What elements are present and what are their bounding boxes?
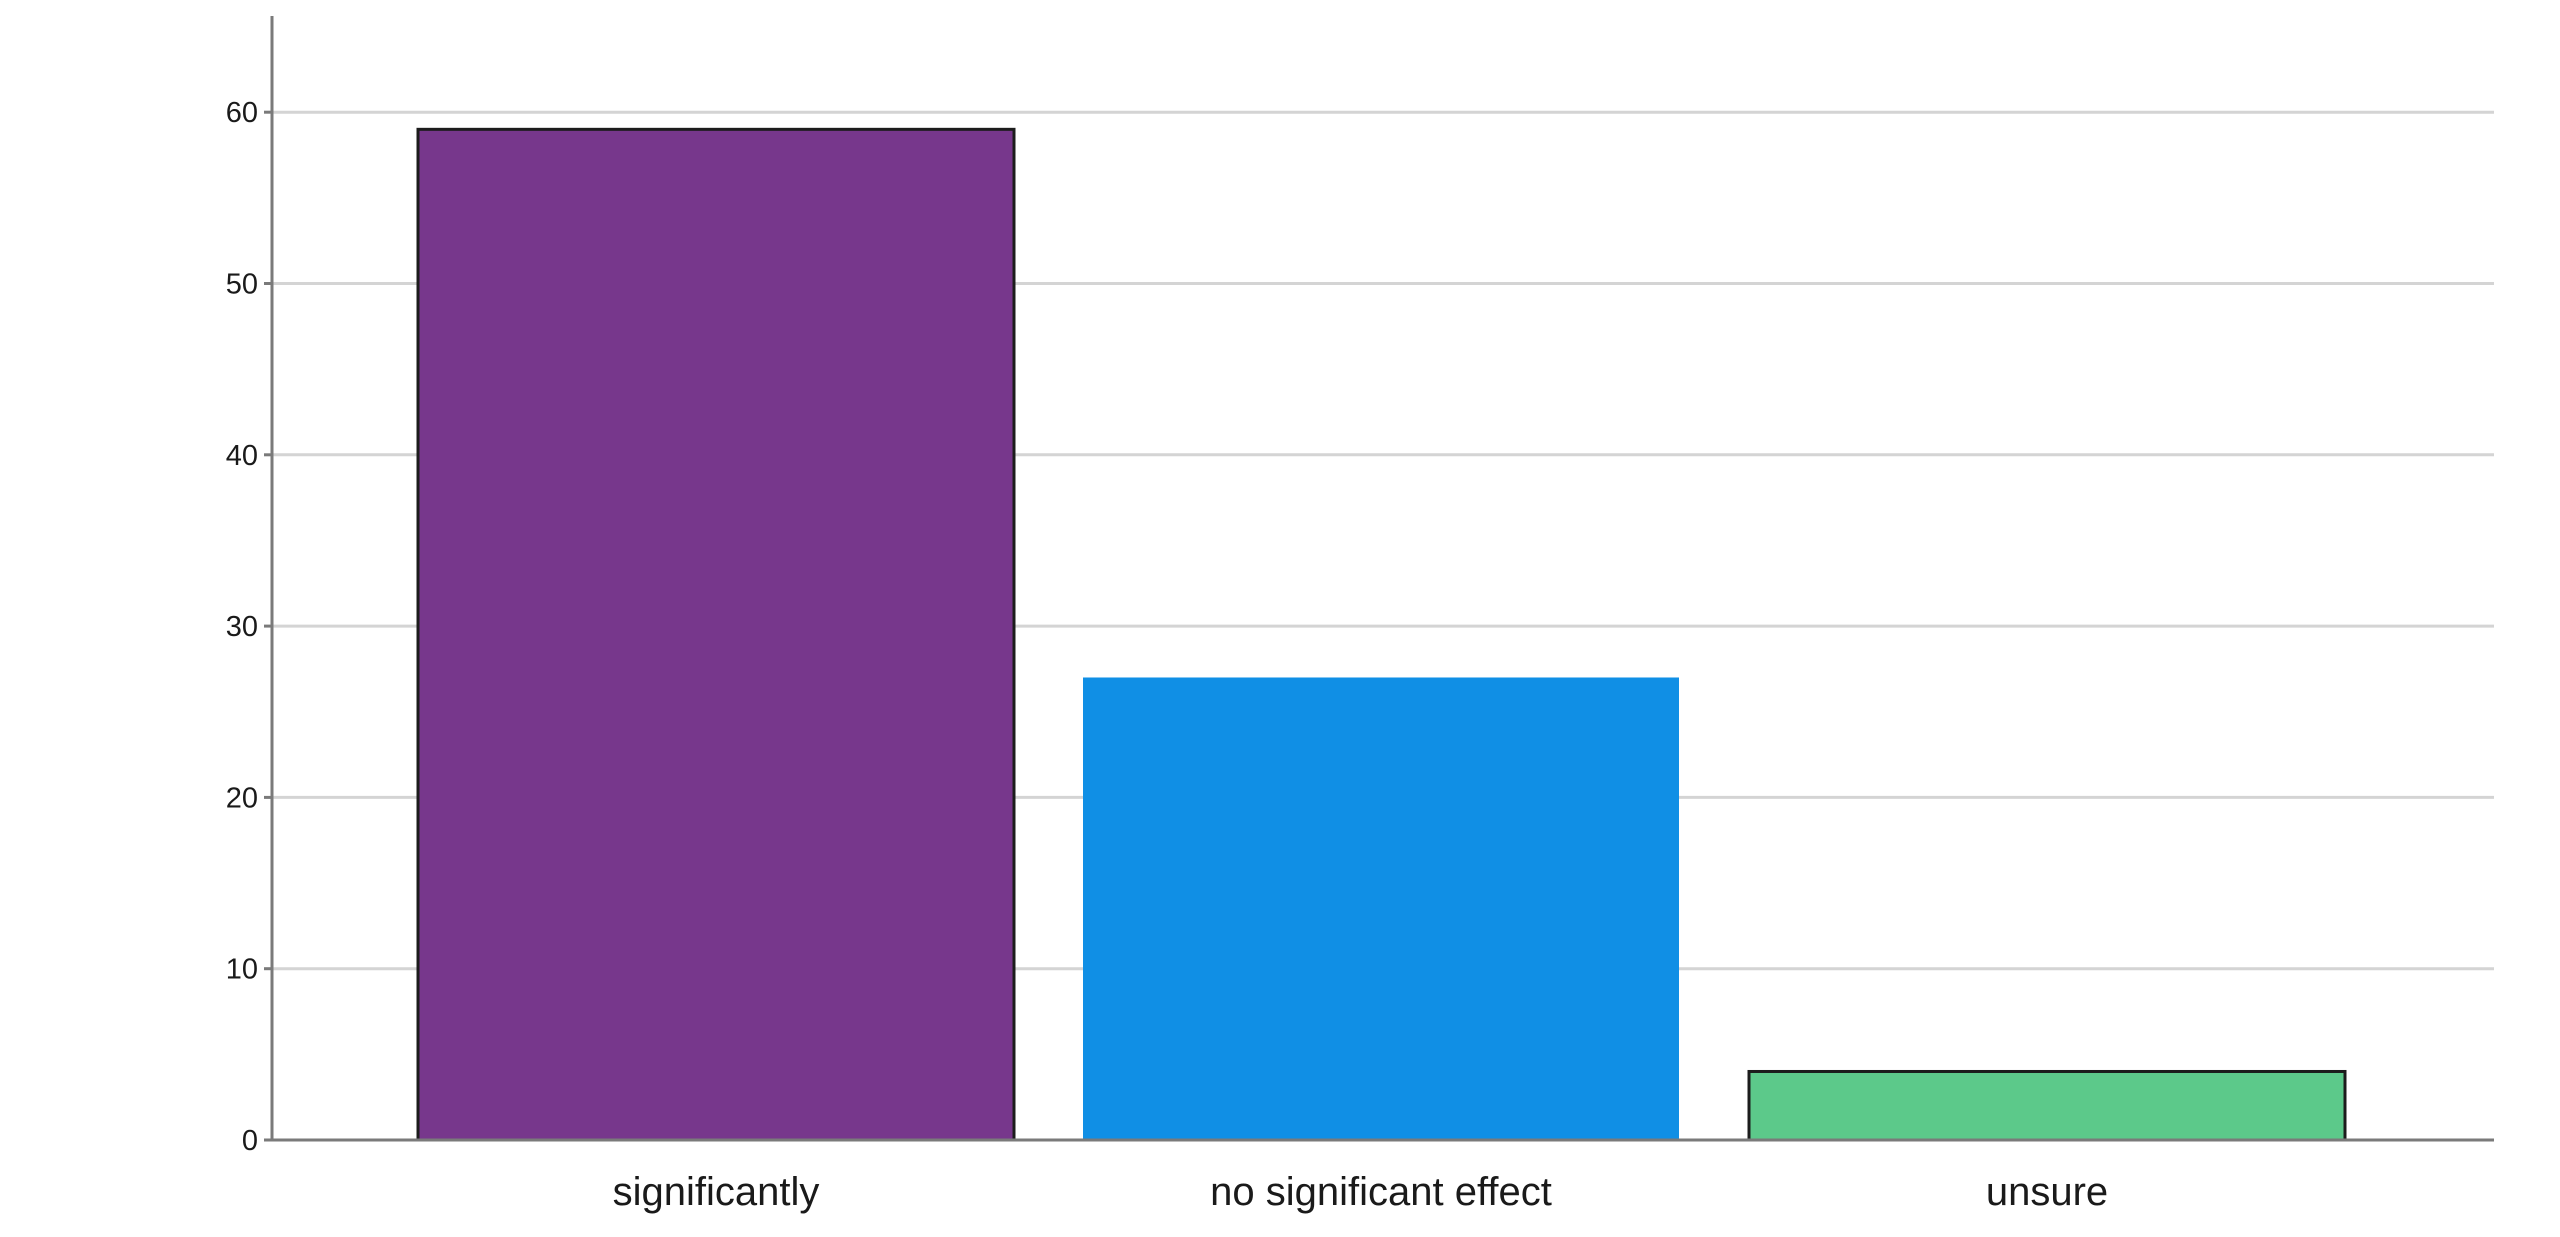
- y-tick-label: 0: [242, 1125, 258, 1157]
- y-tick-label: 10: [226, 954, 258, 986]
- y-tick-label: 20: [226, 782, 258, 814]
- y-tick-labels: 0 10 20 30 40 50 60: [226, 97, 272, 1157]
- bar-significantly: [416, 127, 1016, 1142]
- x-category-label: no significant effect: [1210, 1170, 1552, 1214]
- bar-no-significant-effect: [1083, 677, 1679, 1140]
- x-category-labels: significantly no significant effect unsure: [613, 1170, 2109, 1214]
- y-tick-label: 30: [226, 611, 258, 643]
- x-category-label: significantly: [613, 1170, 820, 1214]
- y-tick-label: 50: [226, 269, 258, 301]
- x-category-label: unsure: [1986, 1170, 2108, 1214]
- bars: [416, 127, 2347, 1142]
- bar-unsure: [1747, 1069, 2347, 1142]
- axes: [270, 16, 2494, 1142]
- y-tick-label: 40: [226, 440, 258, 472]
- y-tick-label: 60: [226, 97, 258, 129]
